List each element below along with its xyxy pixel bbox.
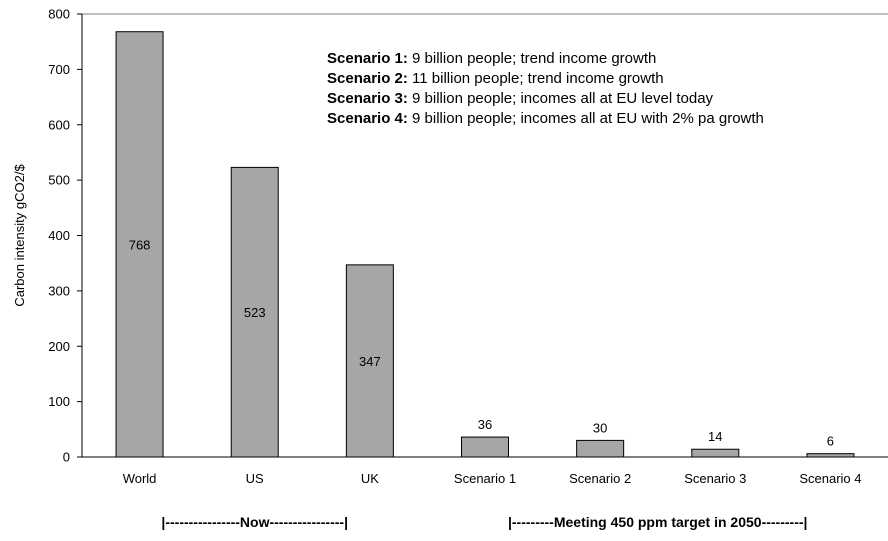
bar-us (230, 166, 279, 458)
data-label: 14 (708, 429, 722, 444)
group-labels: |----------------Now----------------| |--… (161, 514, 807, 530)
y-axis-label: Carbon intensity gCO2/$ (12, 164, 27, 307)
data-label: 768 (129, 237, 151, 252)
x-tick-label: Scenario 1 (454, 471, 516, 486)
x-tick-label: UK (361, 471, 379, 486)
data-label: 30 (593, 420, 607, 435)
y-tick-label: 300 (48, 283, 70, 298)
bar-scenario-1 (461, 436, 509, 458)
bars: 768 523 347 36 30 14 6 (115, 31, 855, 458)
bar-scenario-2 (576, 439, 625, 458)
y-tick-label: 700 (48, 62, 70, 77)
x-tick-label: US (246, 471, 264, 486)
x-tick-label: Scenario 4 (799, 471, 861, 486)
bar-scenario-4 (806, 453, 855, 458)
scenario-note: Scenario 1: 9 billion people; trend inco… (327, 50, 656, 67)
bar-uk (345, 264, 394, 458)
x-axis-ticks: World US UK Scenario 1 Scenario 2 Scenario 3 S… (123, 471, 862, 486)
y-tick-label: 600 (48, 117, 70, 132)
y-tick-label: 800 (48, 7, 70, 22)
data-label: 523 (244, 305, 266, 320)
scenario-note: Scenario 4: 9 billion people; incomes al… (327, 110, 764, 127)
group-label: |----------------Now----------------| (161, 514, 348, 530)
y-tick-label: 500 (48, 173, 70, 188)
x-tick-label: World (123, 471, 157, 486)
scenario-note: Scenario 3: 9 billion people; incomes al… (327, 90, 714, 107)
data-label: 36 (478, 417, 492, 432)
x-tick-label: Scenario 2 (569, 471, 631, 486)
bar-scenario-3 (691, 448, 740, 458)
bar-world (115, 31, 164, 458)
x-tick-label: Scenario 3 (684, 471, 746, 486)
scenario-note: Scenario 2: 11 billion people; trend inc… (327, 70, 664, 87)
y-tick-label: 0 (63, 450, 70, 465)
y-tick-label: 100 (48, 394, 70, 409)
y-axis: 0 100 200 300 400 500 600 700 800 (48, 7, 888, 465)
data-label: 347 (359, 354, 381, 369)
group-label: |---------Meeting 450 ppm target in 2050… (508, 514, 807, 530)
y-tick-label: 400 (48, 228, 70, 243)
y-tick-label: 200 (48, 339, 70, 354)
data-label: 6 (827, 434, 834, 449)
scenario-legend: Scenario 1: 9 billion people; trend inco… (327, 50, 764, 127)
